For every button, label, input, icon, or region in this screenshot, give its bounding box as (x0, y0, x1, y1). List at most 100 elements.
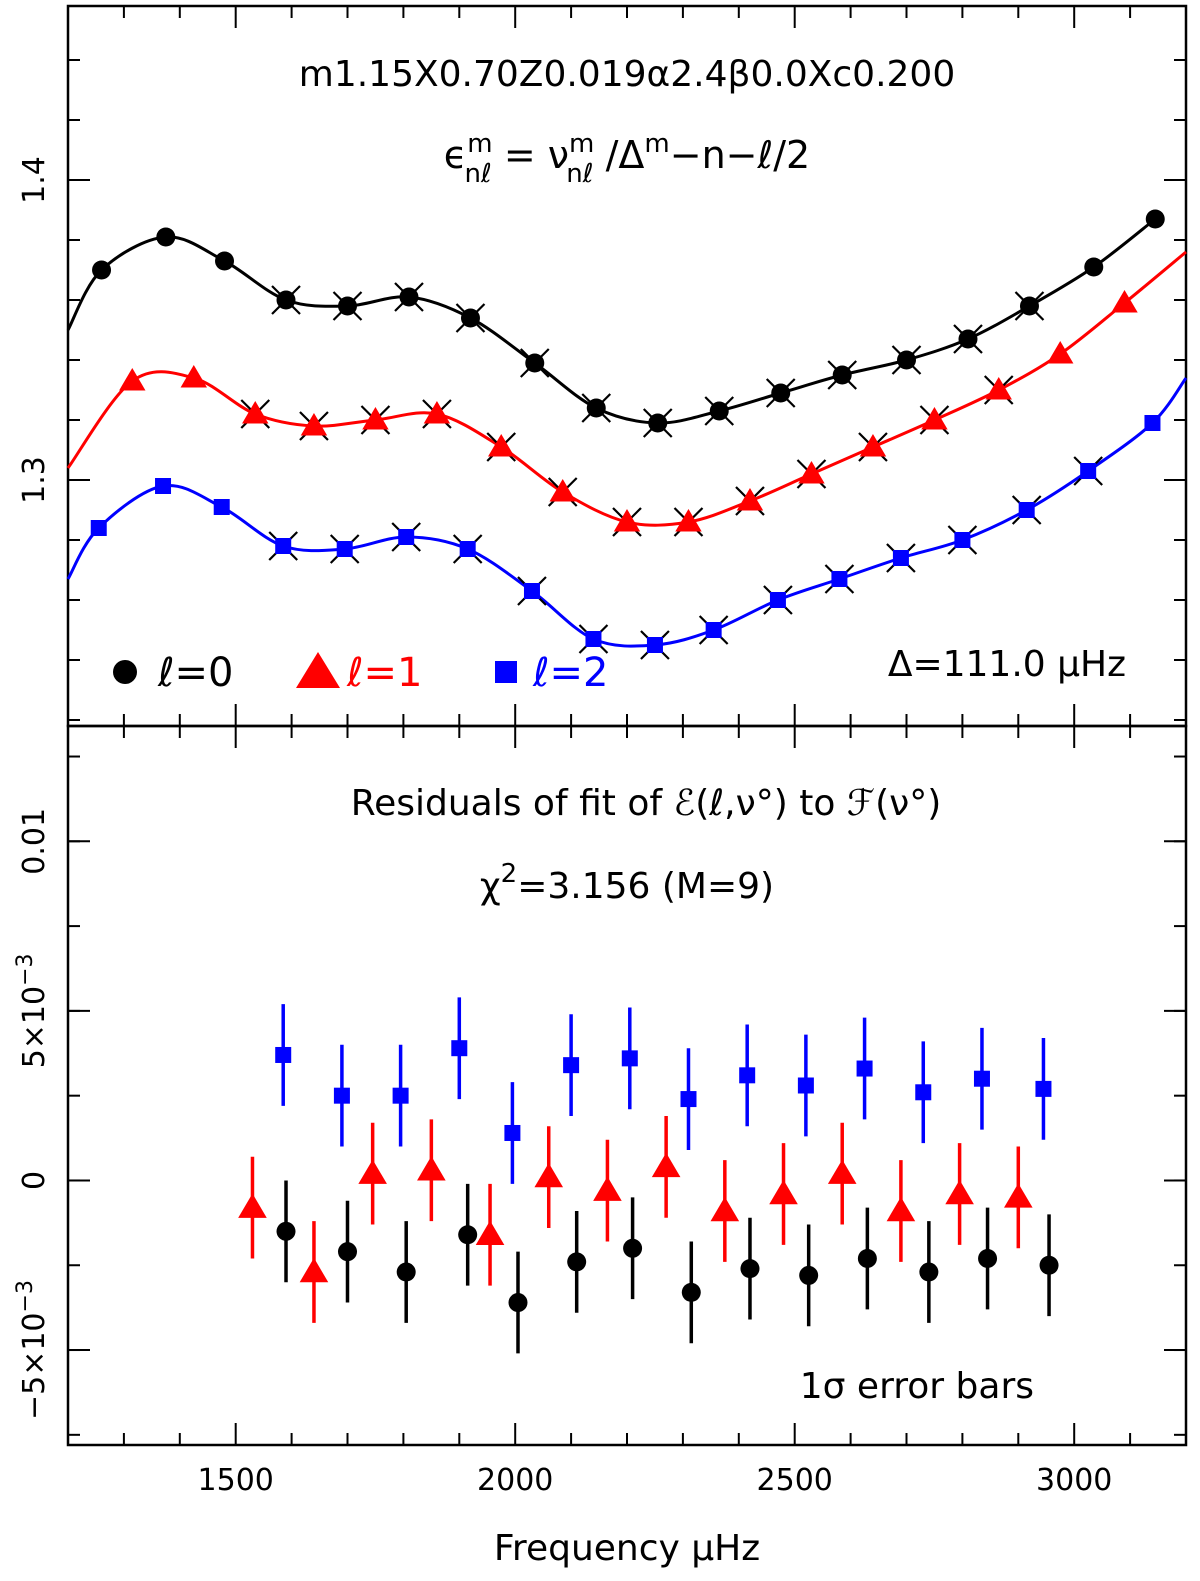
point-l2 (1144, 415, 1161, 431)
formula-nu-sub: nℓ (566, 159, 593, 189)
point-l2 (398, 529, 415, 545)
residual-l0 (919, 1262, 939, 1282)
residual-l1 (299, 1257, 329, 1283)
point-l0 (525, 353, 545, 373)
point-l1 (549, 478, 576, 502)
point-l2 (1018, 502, 1035, 518)
epsilon-formula: ϵm nℓ = νm nℓ /Δm−n−ℓ/2 (444, 129, 810, 189)
residual-l0 (681, 1282, 701, 1302)
point-l2 (90, 520, 107, 536)
legend-l1-label: ℓ=1 (346, 650, 423, 696)
y-tick-label: 1.3 (17, 456, 52, 504)
x-tick-label: 1500 (198, 1463, 274, 1498)
residual-l2 (739, 1067, 756, 1084)
point-l2 (646, 637, 663, 653)
point-l2 (336, 541, 353, 557)
residuals-title: Residuals of fit of ℰ(ℓ,ν°) to ℱ(ν°) (351, 783, 942, 824)
legend-l0-label: ℓ=0 (157, 650, 234, 696)
residual-l0 (508, 1293, 528, 1313)
large-separation-note: Δ=111.0 μHz (888, 644, 1126, 685)
residual-l0 (623, 1238, 643, 1258)
chi-symbol: χ (480, 866, 501, 907)
formula-nu-sup: m (569, 129, 594, 159)
point-l2 (155, 478, 172, 494)
model-title: m1.15X0.70Z0.019α2.4β0.0Xc0.200 (299, 54, 956, 95)
residual-l2 (392, 1087, 409, 1104)
y-tick-label: 0.01 (17, 808, 52, 875)
point-l0 (1145, 209, 1165, 229)
residual-l1 (417, 1156, 446, 1181)
point-l1 (488, 433, 515, 457)
residual-l1 (710, 1196, 740, 1222)
point-l2 (459, 541, 476, 557)
y-tick-labels: 1.3 1.4 −5×10−3 0 5×10−3 0.01 (13, 156, 52, 1420)
point-l1 (613, 508, 641, 532)
residual-l1 (945, 1179, 974, 1205)
residual-points (238, 997, 1059, 1354)
chi-rest: =3.156 (M=9) (517, 866, 774, 907)
chi-square-label: χ2=3.156 (M=9) (480, 859, 774, 907)
point-l0 (771, 383, 791, 403)
formula-lhs-sup: m (467, 129, 492, 159)
residual-l2 (797, 1077, 814, 1094)
y-tick-label: −5×10−3 (13, 1280, 52, 1420)
point-l1 (798, 460, 825, 484)
legend-l0-marker (113, 660, 137, 684)
formula-eq: = (492, 133, 548, 177)
y-tick-label: 5×10−3 (13, 953, 52, 1068)
point-l1 (1111, 289, 1138, 313)
point-l2 (769, 592, 786, 608)
point-l1 (242, 400, 269, 424)
residual-l0 (857, 1248, 877, 1268)
point-l2 (954, 532, 971, 548)
point-l1 (985, 376, 1012, 400)
formula-lhs-sub: nℓ (465, 159, 492, 189)
point-l0 (276, 290, 296, 310)
formula-lhs: ϵ (444, 133, 467, 177)
point-l0 (709, 401, 729, 421)
point-l2 (705, 622, 722, 638)
point-l0 (156, 227, 176, 247)
point-l1 (362, 406, 389, 430)
point-l2 (275, 538, 292, 554)
point-l1 (921, 406, 948, 430)
point-l1 (119, 367, 146, 391)
residual-l2 (856, 1060, 873, 1077)
point-l0 (897, 350, 916, 370)
error-bar-note: 1σ error bars (800, 1366, 1034, 1407)
y-tick-label: 0 (17, 1171, 52, 1190)
residual-l0 (567, 1252, 587, 1272)
residual-l1 (827, 1159, 857, 1184)
point-l0 (92, 260, 112, 280)
legend-l2-marker (495, 661, 517, 683)
formula-nu: ν (548, 133, 569, 177)
point-l0 (1019, 296, 1039, 316)
residual-l1 (475, 1220, 505, 1245)
point-l0 (586, 398, 606, 418)
point-l2 (523, 583, 540, 599)
y-tick-label: 1.4 (17, 156, 52, 204)
x-axis-label: Frequency μHz (494, 1528, 760, 1569)
bottom-panel-frame (66, 724, 1188, 1447)
x-tick-label: 3000 (1036, 1463, 1112, 1498)
residual-l2 (504, 1124, 521, 1141)
point-l2 (1080, 463, 1097, 479)
residual-l0 (276, 1221, 296, 1241)
point-l0 (648, 413, 668, 433)
point-l2 (213, 499, 230, 515)
point-l0 (958, 329, 978, 349)
residual-l1 (769, 1179, 798, 1205)
x-tick-label: 2000 (477, 1463, 553, 1498)
point-l0 (832, 365, 852, 385)
legend: ℓ=0 ℓ=1 ℓ=2 (113, 650, 609, 696)
residual-l1 (358, 1159, 387, 1184)
formula-delta-sup: m (644, 129, 669, 159)
bottom-panel-ticks (68, 726, 1186, 1445)
residual-l1 (238, 1193, 267, 1218)
residual-l1 (1004, 1183, 1033, 1208)
point-l0 (215, 251, 235, 271)
point-l2 (585, 631, 602, 647)
residual-l0 (740, 1259, 760, 1279)
point-l1 (180, 364, 207, 388)
